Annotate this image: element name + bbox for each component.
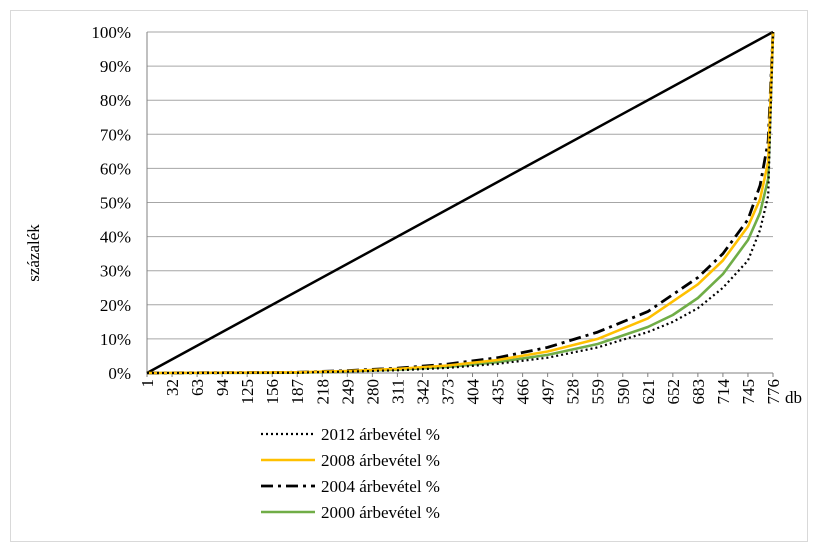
x-tick-label: 311 <box>388 379 407 404</box>
x-tick-label: 32 <box>163 379 182 396</box>
x-tick-label: 714 <box>714 379 733 405</box>
x-tick-label: 528 <box>564 379 583 405</box>
x-tick-label: 156 <box>263 379 282 405</box>
y-tick-label: 100% <box>91 23 131 42</box>
y-axis-label: százalék <box>24 224 43 282</box>
legend-label: 2012 árbevétel % <box>321 425 440 444</box>
y-tick-labels: 0% 10% 20% 30% 40% 50% 60% 70% 80% 90% 100% <box>91 23 131 383</box>
x-tick-label: 404 <box>464 379 483 405</box>
gridlines <box>147 31 773 340</box>
y-tick-label: 10% <box>100 330 131 349</box>
x-tick-label: 559 <box>589 379 608 405</box>
x-tick-label: 249 <box>338 379 357 405</box>
x-tick-label: 63 <box>188 379 207 396</box>
series-lines <box>146 30 775 375</box>
x-tick-label: 621 <box>639 379 658 405</box>
legend-label: 2004 árbevétel % <box>321 477 440 496</box>
x-tick-label: 683 <box>689 379 708 405</box>
x-tick-label: 218 <box>313 379 332 405</box>
y-tick-label: 0% <box>108 364 131 383</box>
x-tick-label: 342 <box>413 379 432 405</box>
x-tick-label: 94 <box>213 379 232 397</box>
x-tick-label: 776 <box>764 379 783 405</box>
y-tick-label: 40% <box>100 228 131 247</box>
x-tick-label: 466 <box>514 379 533 405</box>
y-tick-label: 70% <box>100 125 131 144</box>
x-tick-label: 125 <box>238 379 257 405</box>
series-line <box>146 31 775 375</box>
x-tick-label: 187 <box>288 379 307 405</box>
y-tick-label: 30% <box>100 262 131 281</box>
x-tick-label: 497 <box>539 379 558 405</box>
x-tick-label: 652 <box>664 379 683 405</box>
y-tick-label: 60% <box>100 159 131 178</box>
lorenz-chart: 0% 10% 20% 30% 40% 50% 60% 70% 80% 90% 100% 1 32 63 9… <box>24 23 802 522</box>
y-tick-label: 50% <box>100 194 131 213</box>
legend-label: 2000 árbevétel % <box>321 503 440 522</box>
chart-frame: 0% 10% 20% 30% 40% 50% 60% 70% 80% 90% 100% 1 32 63 9… <box>10 10 808 542</box>
x-axis-label: db <box>785 388 802 407</box>
x-tick-labels: 1 32 63 94 125 156 187 218 249 280 311 342 373 404 435… <box>138 373 783 405</box>
x-tick-label: 745 <box>739 379 758 405</box>
x-tick-label: 280 <box>363 379 382 405</box>
x-tick-label: 435 <box>489 379 508 405</box>
x-tick-label: 1 <box>138 379 157 388</box>
y-tick-label: 80% <box>100 91 131 110</box>
x-tick-label: 590 <box>614 379 633 405</box>
legend: 2012 árbevétel % 2008 árbevétel % 2004 árb… <box>261 425 440 522</box>
legend-label: 2008 árbevétel % <box>321 451 440 470</box>
x-tick-label: 373 <box>438 379 457 405</box>
y-tick-label: 90% <box>100 57 131 76</box>
y-tick-label: 20% <box>100 296 131 315</box>
equality-line <box>146 30 774 375</box>
